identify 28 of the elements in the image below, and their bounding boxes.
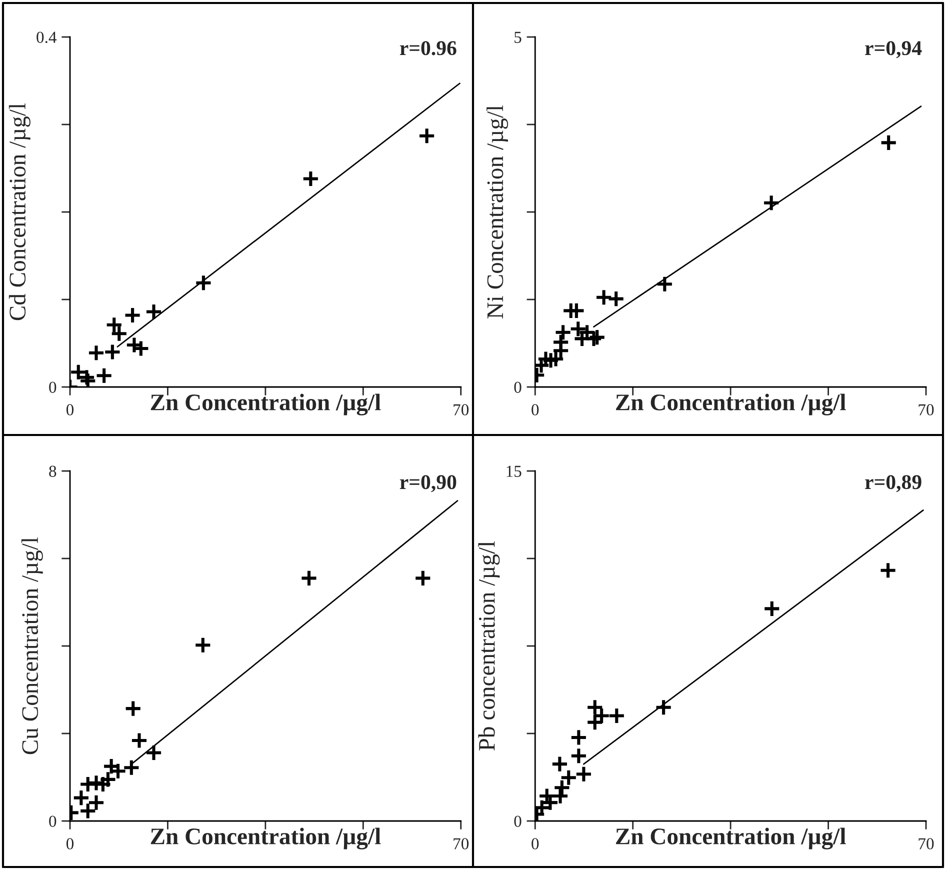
x-tick-label: 70 [918,404,934,416]
x-tick-label: 0 [66,404,74,416]
y-tick-label: 0 [49,816,56,827]
y-axis-title: Cd Concentration /µg/l [8,103,30,320]
y-axis-title: Ni Concentration /µg/l [486,105,508,318]
annotation: r=0,94 [865,41,922,58]
x-axis-title: Zn Concentration /µg/l [616,394,846,416]
y-tick-label: 0.4 [36,32,57,44]
annotation: r=0.96 [400,41,456,56]
x-axis-title: Zn Concentration /µg/l [150,394,381,416]
x-tick-label: 70 [454,838,469,850]
x-axis-title: Zn Concentration /µg/l [616,828,846,850]
y-axis-title: Pb concentration /µg/l [478,541,500,750]
annotation: r=0,89 [865,475,922,492]
y-tick-label: 15 [506,466,522,477]
y-tick-label: 0 [49,382,56,393]
annotation: r=0,90 [400,475,456,492]
y-tick-label: 0 [514,382,522,393]
x-tick-label: 70 [454,404,469,416]
x-tick-label: 70 [918,838,934,850]
y-tick-label: 0 [514,816,522,827]
x-tick-label: 0 [66,838,74,850]
y-tick-label: 8 [49,466,56,477]
x-tick-label: 0 [532,404,539,416]
y-axis-title: Cu Concentration /µg/l [21,537,43,754]
x-axis-title: Zn Concentration /µg/l [150,828,381,850]
y-tick-label: 5 [514,32,522,43]
x-tick-label: 0 [532,838,539,850]
